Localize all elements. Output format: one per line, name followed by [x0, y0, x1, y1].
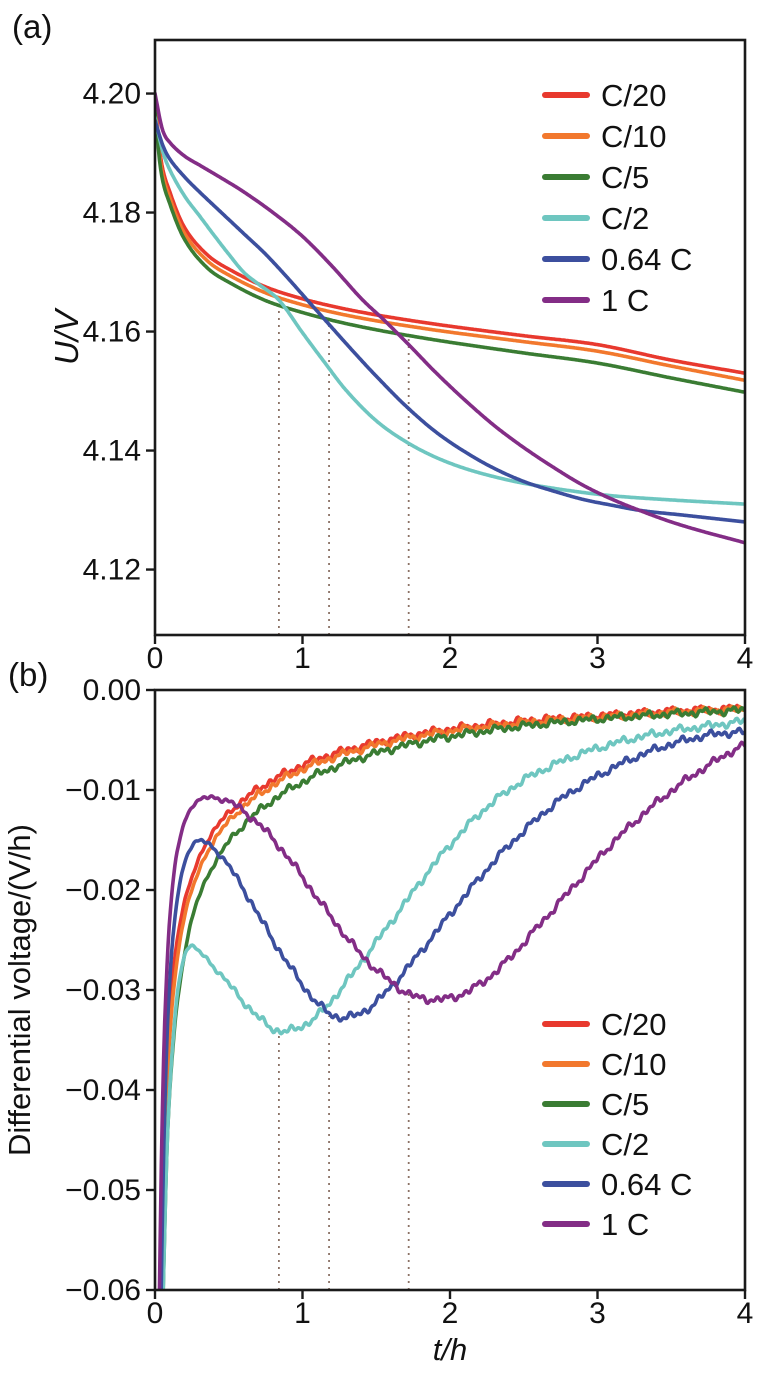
series-line-1 C	[155, 91, 745, 545]
legend-label-C/2: C/2	[601, 1127, 649, 1162]
series-line-C/5	[155, 109, 745, 394]
series-line-0.64 C	[159, 726, 745, 1290]
legend-label-C/10: C/10	[601, 1047, 666, 1082]
series-line-C/2	[155, 115, 745, 506]
x-tick-label: 4	[737, 642, 754, 672]
y-tick-label: 4.20	[83, 78, 141, 111]
y-tick-label: −0.01	[65, 774, 141, 807]
legend-label-0.64 C: 0.64 C	[601, 1167, 692, 1202]
x-tick-label: 2	[442, 642, 459, 672]
y-tick-label: 4.12	[83, 554, 141, 587]
x-tick-label: 3	[589, 1297, 606, 1330]
y-tick-label: −0.03	[65, 974, 141, 1007]
legend-label-C/5: C/5	[601, 1087, 649, 1122]
x-tick-label: 1	[294, 642, 311, 672]
y-tick-label: 4.14	[83, 435, 141, 468]
y-tick-label: 4.16	[83, 316, 141, 349]
x-axis-label: t/h	[433, 1332, 467, 1367]
series-line-C/2	[161, 716, 745, 1290]
y-axis-label: Differential voltage/(V/h)	[2, 824, 37, 1156]
y-tick-label: −0.06	[65, 1274, 141, 1307]
x-tick-label: 3	[589, 642, 606, 672]
x-tick-label: 0	[147, 642, 164, 672]
x-tick-label: 2	[442, 1297, 459, 1330]
legend-label-0.64 C: 0.64 C	[601, 242, 692, 277]
plot-area	[157, 703, 745, 1290]
y-tick-label: 4.18	[83, 197, 141, 230]
x-tick-label: 1	[294, 1297, 311, 1330]
y-tick-label: −0.05	[65, 1174, 141, 1207]
panel-a-chart: 0 1 2 3 4 4.20 4.18 4.16 4.14 4.12 U/V C/20 C/10 C/5 C…	[48, 38, 754, 672]
legend-label-C/10: C/10	[601, 119, 666, 154]
plot-area	[155, 91, 745, 635]
series-line-C/10	[155, 103, 745, 383]
series-line-1 C	[157, 740, 745, 1290]
series-line-C/5	[161, 705, 745, 1290]
panel-b-chart: 0 1 2 3 4 0.00 −0.01 −0.02 −0.03 −0.04 −0.05 −0.06 D…	[2, 674, 754, 1367]
legend-label-C/2: C/2	[601, 201, 649, 236]
y-tick-label: −0.04	[65, 1074, 141, 1107]
y-tick-label: −0.02	[65, 874, 141, 907]
y-axis-label: U/V	[48, 307, 85, 365]
panel-b-label: (b)	[8, 656, 49, 693]
x-tick-label: 4	[737, 1297, 754, 1330]
legend-label-C/20: C/20	[601, 78, 666, 113]
legend-label-C/20: C/20	[601, 1007, 666, 1042]
x-tick-label: 0	[147, 1297, 164, 1330]
panel-a-label: (a)	[12, 8, 53, 45]
legend-label-1 C: 1 C	[601, 283, 649, 318]
legend-label-1 C: 1 C	[601, 1207, 649, 1242]
legend-label-C/5: C/5	[601, 160, 649, 195]
y-tick-label: 0.00	[83, 674, 141, 707]
